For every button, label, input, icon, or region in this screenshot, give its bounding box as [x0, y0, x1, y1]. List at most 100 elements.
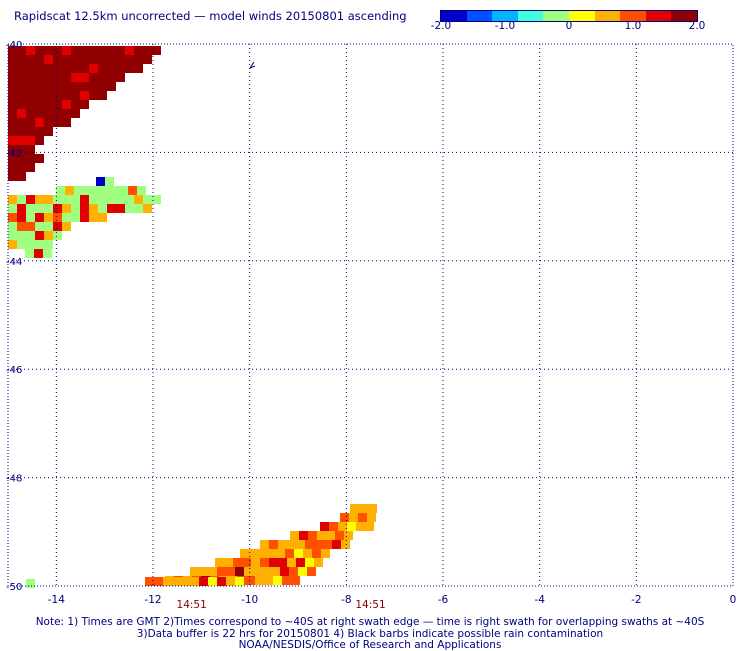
wind-diff-cell — [249, 549, 258, 558]
wind-diff-cell — [71, 64, 80, 73]
wind-diff-cell — [34, 249, 43, 258]
wind-diff-cell — [44, 64, 53, 73]
wind-diff-cell — [116, 195, 125, 204]
wind-diff-cell — [116, 73, 125, 82]
wind-diff-cell — [107, 204, 116, 213]
wind-diff-cell — [53, 55, 62, 64]
wind-diff-cell — [314, 558, 323, 567]
wind-diff-cell — [98, 195, 107, 204]
longitude-tick-label: 0 — [730, 594, 737, 606]
wind-diff-cell — [240, 549, 249, 558]
wind-diff-cell — [83, 186, 92, 195]
wind-diff-cell — [17, 172, 26, 181]
wind-diff-cell — [80, 195, 89, 204]
wind-diff-cell — [125, 55, 134, 64]
wind-diff-cell — [359, 504, 368, 513]
wind-diff-cell — [74, 186, 83, 195]
wind-diff-cell — [44, 100, 53, 109]
wind-diff-cell — [62, 204, 71, 213]
wind-diff-cell — [35, 82, 44, 91]
wind-diff-cell — [258, 549, 267, 558]
wind-diff-cell — [35, 204, 44, 213]
wind-diff-cell — [226, 567, 235, 576]
wind-diff-cell — [44, 46, 53, 55]
wind-diff-cell — [89, 204, 98, 213]
latitude-tick-label: -48 — [6, 474, 22, 485]
wind-diff-cell — [287, 540, 296, 549]
wind-diff-cell — [62, 91, 71, 100]
wind-diff-cell — [8, 213, 17, 222]
wind-diff-cell — [119, 186, 128, 195]
wind-diff-cell — [44, 109, 53, 118]
wind-diff-cell — [53, 91, 62, 100]
wind-diff-cell — [264, 576, 273, 585]
wind-diff-cell — [307, 567, 316, 576]
colorbar-segment — [671, 11, 698, 21]
wind-diff-cell — [17, 46, 26, 55]
colorbar-segment — [543, 11, 570, 21]
wind-diff-cell — [17, 195, 26, 204]
wind-diff-cell — [134, 64, 143, 73]
wind-diff-cell — [65, 186, 74, 195]
wind-diff-cell — [368, 504, 377, 513]
longitude-tick-label: -12 — [144, 594, 161, 606]
wind-diff-cell — [44, 55, 53, 64]
wind-diff-cell — [125, 64, 134, 73]
wind-diff-cell — [44, 240, 53, 249]
wind-diff-cell — [71, 109, 80, 118]
wind-diff-cell — [154, 577, 163, 586]
wind-diff-cell — [8, 100, 17, 109]
swath-time-label: 14:51 — [355, 599, 385, 611]
wind-diff-cell — [26, 109, 35, 118]
wind-diff-cell — [199, 567, 208, 576]
wind-diff-cell — [26, 195, 35, 204]
wind-diff-cell — [329, 522, 338, 531]
wind-diff-cell — [125, 46, 134, 55]
wind-diff-cell — [35, 222, 44, 231]
wind-diff-cell — [8, 109, 17, 118]
colorbar-segment — [645, 11, 672, 21]
wind-diff-cell — [17, 100, 26, 109]
wind-diff-cell — [62, 82, 71, 91]
wind-diff-cell — [152, 46, 161, 55]
wind-diff-cell — [235, 577, 244, 586]
wind-diff-cell — [367, 513, 376, 522]
wind-diff-cell — [71, 91, 80, 100]
wind-diff-cell — [62, 118, 71, 127]
wind-diff-cell — [8, 163, 17, 172]
wind-diff-cell — [285, 549, 294, 558]
wind-diff-cell — [217, 567, 226, 576]
colorbar-tick-label: 2.0 — [688, 20, 706, 32]
wind-diff-cell — [296, 558, 305, 567]
wind-diff-cell — [26, 240, 35, 249]
wind-diff-cell — [358, 513, 367, 522]
wind-diff-cell — [276, 549, 285, 558]
wind-diff-cell — [80, 55, 89, 64]
wind-diff-cell — [98, 46, 107, 55]
wind-diff-cell — [308, 531, 317, 540]
wind-diff-cell — [8, 91, 17, 100]
wind-diff-cell — [242, 558, 251, 567]
wind-diff-cell — [8, 240, 17, 249]
wind-diff-cell — [217, 577, 226, 586]
wind-diff-cell — [107, 195, 116, 204]
wind-diff-cell — [35, 231, 44, 240]
longitude-tick-label: -8 — [341, 594, 351, 606]
wind-diff-cell — [116, 204, 125, 213]
wind-diff-cell — [53, 82, 62, 91]
wind-diff-cell — [89, 213, 98, 222]
wind-diff-cell — [53, 100, 62, 109]
colorbar-tick-label: -1.0 — [494, 20, 516, 32]
wind-diff-cell — [44, 73, 53, 82]
wind-diff-cell — [44, 231, 53, 240]
wind-diff-cell — [80, 46, 89, 55]
wind-diff-cell — [96, 177, 105, 186]
wind-diff-cell — [17, 73, 26, 82]
wind-diff-cell — [190, 577, 199, 586]
wind-diff-cell — [26, 145, 35, 154]
wind-diff-cell — [89, 55, 98, 64]
wind-diff-cell — [107, 64, 116, 73]
wind-diff-cell — [215, 558, 224, 567]
wind-diff-cell — [26, 231, 35, 240]
wind-diff-cell — [89, 91, 98, 100]
